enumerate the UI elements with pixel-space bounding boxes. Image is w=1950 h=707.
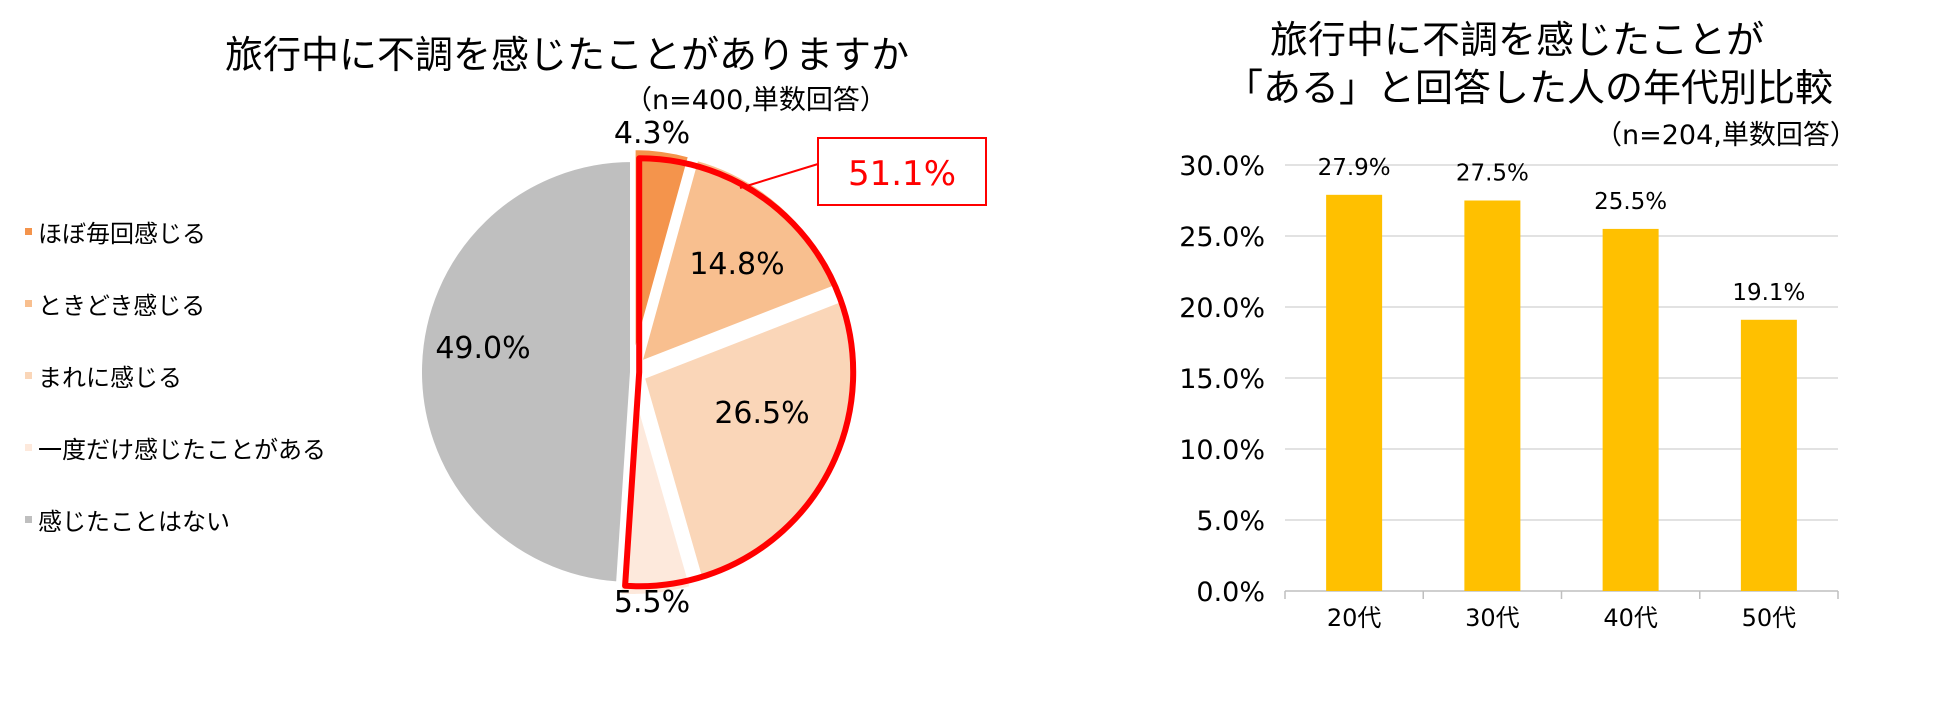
legend-swatch xyxy=(25,227,32,235)
pie-chart: 4.3% 14.8% 26.5% 5.5% 49.0% 51.1% xyxy=(418,116,987,620)
legend-item: 感じたことはない xyxy=(25,483,326,555)
y-tick-label: 15.0% xyxy=(1179,364,1265,395)
legend-item: ときどき感じる xyxy=(25,267,326,339)
y-tick-label: 0.0% xyxy=(1196,577,1265,608)
slice-value-label: 49.0% xyxy=(435,331,530,366)
x-category-label: 30代 xyxy=(1465,604,1520,632)
pie-slice xyxy=(631,146,693,363)
bar-value-label: 27.9% xyxy=(1318,155,1391,181)
bar-value-label: 25.5% xyxy=(1594,189,1667,215)
callout-box xyxy=(817,137,987,206)
legend-item: まれに感じる xyxy=(25,339,326,411)
legend-swatch xyxy=(25,515,32,523)
legend-label: ときどき感じる xyxy=(38,291,206,320)
bar-chart-subtitle: （n=204,単数回答） xyxy=(1595,120,1857,151)
slice-value-label: 4.3% xyxy=(614,116,690,151)
y-tick-label: 10.0% xyxy=(1179,435,1265,466)
pie-chart-title: 旅行中に不調を感じたことがありますか xyxy=(225,33,910,77)
callout-leader-line xyxy=(739,163,819,189)
pie-legend: ほぼ毎回感じる ときどき感じる まれに感じる 一度だけ感じたことがある 感じたこ… xyxy=(25,195,326,555)
slice-value-label: 26.5% xyxy=(714,396,809,431)
slice-value-label: 5.5% xyxy=(614,585,690,620)
legend-label: 一度だけ感じたことがある xyxy=(38,435,326,464)
bar xyxy=(1602,228,1659,591)
legend-swatch xyxy=(25,443,32,451)
y-tick-label: 20.0% xyxy=(1179,293,1265,324)
bar-chart-title-line-1: 旅行中に不調を感じたことが xyxy=(1270,18,1765,62)
legend-swatch xyxy=(25,299,32,307)
slice-value-label: 14.8% xyxy=(689,247,784,282)
bar xyxy=(1740,319,1797,591)
bar-chart: 0.0% 5.0% 10.0% 15.0% 20.0% 25.0% 30.0% 27.9% 20… xyxy=(1179,151,1839,632)
legend-item: 一度だけ感じたことがある xyxy=(25,411,326,483)
pie-slice xyxy=(418,158,634,586)
y-tick-label: 5.0% xyxy=(1196,506,1265,537)
highlight-outline xyxy=(622,155,857,590)
pie-chart-subtitle: （n=400,単数回答） xyxy=(625,85,887,116)
legend-label: ほぼ毎回感じる xyxy=(38,219,206,248)
bar xyxy=(1464,200,1521,591)
x-category-label: 50代 xyxy=(1742,604,1797,632)
legend-label: まれに感じる xyxy=(38,363,182,392)
y-tick-label: 30.0% xyxy=(1179,151,1265,182)
legend-item: ほぼ毎回感じる xyxy=(25,195,326,267)
legend-swatch xyxy=(25,371,32,379)
bar-value-label: 27.5% xyxy=(1456,161,1529,187)
y-tick-label: 25.0% xyxy=(1179,222,1265,253)
callout-text: 51.1% xyxy=(848,154,956,194)
bar-chart-title-line-2: 「ある」と回答した人の年代別比較 xyxy=(1225,66,1834,110)
bar-value-label: 19.1% xyxy=(1732,280,1805,306)
x-category-label: 20代 xyxy=(1327,604,1382,632)
legend-label: 感じたことはない xyxy=(38,507,230,536)
x-category-label: 40代 xyxy=(1603,604,1658,632)
bar xyxy=(1326,194,1383,591)
